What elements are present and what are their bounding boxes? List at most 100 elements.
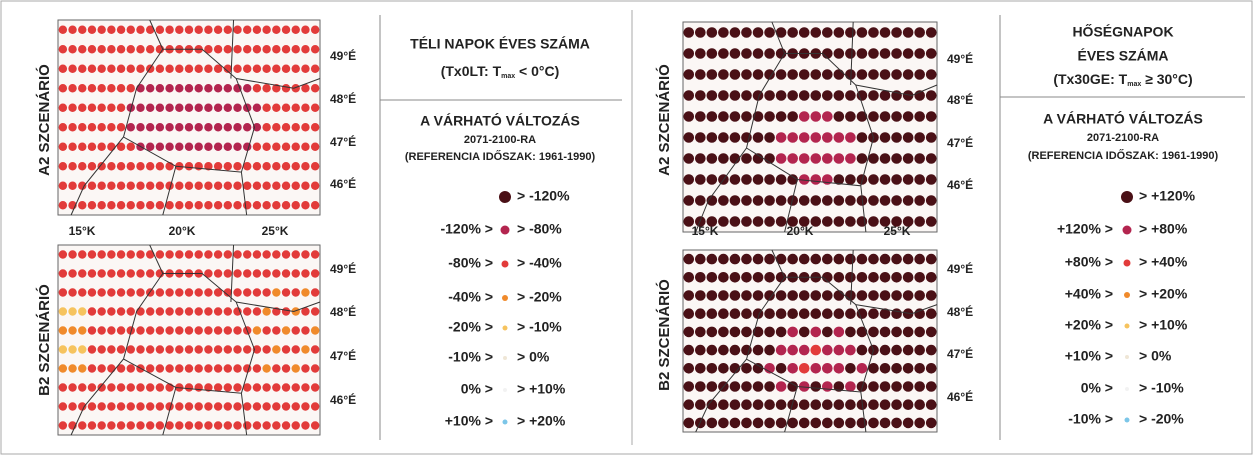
grid-dot bbox=[136, 181, 145, 190]
grid-dot bbox=[798, 174, 810, 185]
grid-dot bbox=[775, 290, 787, 301]
grid-dot bbox=[291, 25, 300, 34]
grid-dot bbox=[87, 45, 97, 54]
grid-dot bbox=[822, 381, 833, 392]
grid-dot bbox=[68, 288, 77, 297]
grid-dot bbox=[695, 399, 706, 411]
grid-dot bbox=[914, 48, 925, 59]
grid-dot bbox=[272, 250, 281, 259]
grid-dot bbox=[718, 308, 729, 320]
grid-dot bbox=[78, 25, 87, 34]
grid-dot bbox=[68, 103, 77, 112]
grid-dot bbox=[775, 132, 787, 143]
grid-dot bbox=[243, 25, 252, 34]
grid-dot bbox=[165, 142, 174, 151]
grid-dot bbox=[891, 290, 902, 301]
grid-dot bbox=[752, 272, 764, 283]
lat-label: 47°É bbox=[947, 135, 973, 150]
grid-dot bbox=[78, 421, 87, 430]
grid-dot bbox=[787, 174, 798, 185]
grid-dot bbox=[833, 290, 845, 301]
grid-dot bbox=[301, 288, 310, 297]
grid-dot bbox=[223, 103, 233, 112]
grid-dot bbox=[107, 123, 116, 132]
grid-dot bbox=[891, 69, 902, 80]
grid-dot bbox=[136, 103, 145, 112]
grid-dot bbox=[925, 253, 937, 265]
grid-dot bbox=[87, 383, 97, 392]
grid-dot bbox=[87, 326, 97, 335]
grid-dot bbox=[165, 123, 174, 132]
grid-dot bbox=[252, 84, 262, 93]
grid-dot bbox=[787, 363, 798, 374]
grid-dot bbox=[213, 84, 223, 93]
grid-dot bbox=[729, 48, 741, 59]
grid-dot bbox=[683, 216, 695, 227]
grid-dot bbox=[223, 201, 233, 210]
grid-dot bbox=[902, 48, 914, 59]
grid-dot bbox=[787, 290, 798, 301]
legend-swatch bbox=[1125, 387, 1129, 391]
grid-dot bbox=[155, 383, 165, 392]
grid-dot bbox=[868, 216, 879, 227]
grid-dot bbox=[706, 111, 718, 122]
grid-dot bbox=[856, 27, 868, 38]
grid-dot bbox=[822, 363, 833, 374]
grid-dot bbox=[184, 326, 194, 335]
grid-dot bbox=[301, 421, 310, 430]
grid-dot bbox=[68, 25, 77, 34]
grid-dot bbox=[281, 201, 291, 210]
lat-label: 46°É bbox=[947, 177, 973, 192]
grid-dot bbox=[787, 417, 798, 429]
grid-dot bbox=[78, 383, 87, 392]
grid-dot bbox=[310, 250, 320, 259]
grid-dot bbox=[775, 27, 787, 38]
grid-dot bbox=[281, 345, 291, 354]
grid-dot bbox=[155, 103, 165, 112]
scenario-label: B2 SZCENÁRIÓ bbox=[35, 284, 53, 396]
lat-label: 46°É bbox=[330, 176, 356, 191]
grid-dot bbox=[184, 162, 194, 171]
grid-dot bbox=[175, 103, 184, 112]
index-prefix: (Tx30GE: T bbox=[1053, 71, 1127, 87]
grid-dot bbox=[695, 308, 706, 320]
grid-dot bbox=[301, 201, 310, 210]
grid-dot bbox=[116, 307, 126, 316]
grid-dot bbox=[833, 308, 845, 320]
grid-dot bbox=[184, 421, 194, 430]
grid-dot bbox=[741, 399, 752, 411]
grid-dot bbox=[243, 64, 252, 73]
grid-dot bbox=[845, 308, 856, 320]
grid-dot bbox=[233, 269, 242, 278]
grid-dot bbox=[116, 162, 126, 171]
grid-dot bbox=[78, 250, 87, 259]
grid-dot bbox=[116, 345, 126, 354]
grid-dot bbox=[68, 307, 77, 316]
grid-dot bbox=[833, 253, 845, 265]
grid-dot bbox=[145, 25, 155, 34]
grid-dot bbox=[787, 69, 798, 80]
grid-dot bbox=[301, 84, 310, 93]
grid-dot bbox=[87, 162, 97, 171]
grid-dot bbox=[695, 48, 706, 59]
legend-from: +20% > bbox=[1065, 317, 1113, 333]
grid-dot bbox=[87, 307, 97, 316]
grid-dot bbox=[252, 181, 262, 190]
grid-dot bbox=[718, 363, 729, 374]
grid-dot bbox=[145, 326, 155, 335]
grid-dot bbox=[706, 290, 718, 301]
grid-dot bbox=[204, 364, 213, 373]
grid-dot bbox=[718, 326, 729, 338]
grid-dot bbox=[741, 153, 752, 164]
map bbox=[682, 21, 938, 233]
grid-dot bbox=[706, 344, 718, 356]
grid-dot bbox=[856, 363, 868, 374]
grid-dot bbox=[845, 174, 856, 185]
grid-dot bbox=[775, 153, 787, 164]
legend-swatch bbox=[1122, 225, 1132, 235]
grid-dot bbox=[97, 288, 106, 297]
grid-dot bbox=[107, 142, 116, 151]
grid-dot bbox=[741, 27, 752, 38]
grid-dot bbox=[925, 174, 937, 185]
legend-title: TÉLI NAPOK ÉVES SZÁMA bbox=[410, 36, 590, 52]
